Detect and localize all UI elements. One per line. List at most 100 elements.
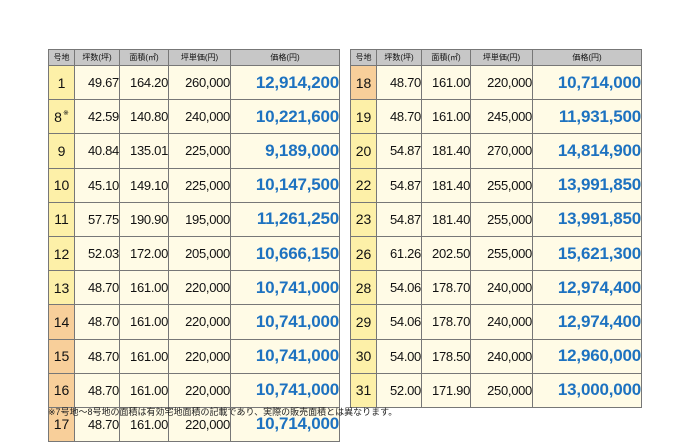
- price: 13,000,000: [532, 372, 642, 408]
- unit-price: 255,000: [470, 235, 533, 272]
- unit-price: 220,000: [168, 338, 231, 374]
- lot-number: 15: [48, 338, 75, 374]
- price: 10,666,150: [230, 235, 340, 272]
- area-m2: 190.90: [119, 201, 169, 237]
- lot-number: 31: [350, 372, 377, 408]
- unit-price: 255,000: [470, 201, 533, 237]
- price: 13,991,850: [532, 167, 642, 203]
- area-m2: 164.20: [119, 64, 169, 101]
- table-row: 22 54.87 181.40 255,000 13,991,850: [350, 167, 642, 203]
- price: 12,974,400: [532, 270, 642, 306]
- lot-number-text: 15: [53, 348, 70, 365]
- lot-number-text: 17: [53, 416, 70, 433]
- table-row: 16 48.70 161.00 220,000 10,741,000: [48, 372, 340, 408]
- header-area-tsubo: 坪数(坪): [376, 49, 422, 66]
- table-row: 10 45.10 149.10 225,000 10,147,500: [48, 167, 340, 203]
- lot-number: 8※: [48, 99, 75, 135]
- header-lot: 号地: [48, 49, 75, 66]
- lot-number-text: 18: [355, 74, 372, 91]
- lot-number-text: 14: [53, 313, 70, 330]
- area-m2: 161.00: [119, 338, 169, 374]
- header-price: 価格(円): [230, 49, 340, 66]
- area-tsubo: 45.10: [74, 167, 120, 203]
- lot-number: 19: [350, 99, 377, 135]
- lot-number-text: 22: [355, 177, 372, 194]
- price: 10,147,500: [230, 167, 340, 203]
- price: 11,931,500: [532, 99, 642, 135]
- lot-number-text: 9: [57, 142, 66, 159]
- area-m2: 178.70: [421, 304, 471, 340]
- footnote: ※7号地～8号地の面積は有効宅地面積の記載であり、実際の販売面積とは異なります。: [48, 407, 398, 417]
- lot-number: 29: [350, 304, 377, 340]
- unit-price: 205,000: [168, 235, 231, 272]
- lot-number: 16: [48, 372, 75, 408]
- area-m2: 202.50: [421, 235, 471, 272]
- table-header-row: 号地 坪数(坪) 面積(㎡) 坪単価(円) 価格(円): [350, 49, 642, 66]
- area-m2: 178.50: [421, 338, 471, 374]
- lot-number-text: 28: [355, 279, 372, 296]
- area-tsubo: 57.75: [74, 201, 120, 237]
- lot-number: 18: [350, 64, 377, 101]
- area-tsubo: 48.70: [74, 270, 120, 306]
- lot-number-text: 19: [355, 108, 372, 125]
- unit-price: 220,000: [470, 64, 533, 101]
- lot-number: 10: [48, 167, 75, 203]
- lot-number: 1: [48, 64, 75, 101]
- area-tsubo: 49.67: [74, 64, 120, 101]
- table-row: 20 54.87 181.40 270,000 14,814,900: [350, 133, 642, 169]
- area-m2: 135.01: [119, 133, 169, 169]
- lot-number: 26: [350, 235, 377, 272]
- lot-number-text: 31: [355, 382, 372, 399]
- unit-price: 240,000: [470, 270, 533, 306]
- unit-price: 220,000: [168, 270, 231, 306]
- unit-price: 220,000: [168, 372, 231, 408]
- price: 10,741,000: [230, 270, 340, 306]
- area-m2: 161.00: [421, 64, 471, 101]
- lot-number-text: 20: [355, 142, 372, 159]
- area-m2: 140.80: [119, 99, 169, 135]
- lot-number-text: 1: [57, 74, 66, 91]
- price: 10,714,000: [230, 406, 340, 442]
- area-tsubo: 52.03: [74, 235, 120, 272]
- area-m2: 181.40: [421, 167, 471, 203]
- area-tsubo: 40.84: [74, 133, 120, 169]
- area-m2: 161.00: [119, 372, 169, 408]
- table-row: 31 52.00 171.90 250,000 13,000,000: [350, 372, 642, 408]
- lot-number-text: 16: [53, 382, 70, 399]
- table-row: 23 54.87 181.40 255,000 13,991,850: [350, 201, 642, 237]
- lot-number-text: 10: [53, 177, 70, 194]
- area-tsubo: 54.00: [376, 338, 422, 374]
- price: 10,741,000: [230, 304, 340, 340]
- area-m2: 181.40: [421, 133, 471, 169]
- header-area-m2: 面積(㎡): [421, 49, 471, 66]
- lot-number-text: 26: [355, 245, 372, 262]
- lot-number-text: 11: [54, 211, 69, 228]
- price: 11,261,250: [230, 201, 340, 237]
- header-unit-price: 坪単価(円): [168, 49, 231, 66]
- lot-number: 9: [48, 133, 75, 169]
- lot-number: 28: [350, 270, 377, 306]
- area-m2: 161.00: [421, 99, 471, 135]
- table-header-row: 号地 坪数(坪) 面積(㎡) 坪単価(円) 価格(円): [48, 49, 340, 66]
- table-row: 9 40.84 135.01 225,000 9,189,000: [48, 133, 340, 169]
- price-table-right: 号地 坪数(坪) 面積(㎡) 坪単価(円) 価格(円) 18 48.70 161.0…: [350, 49, 642, 408]
- area-tsubo: 54.87: [376, 201, 422, 237]
- price: 10,714,000: [532, 64, 642, 101]
- table-row: 15 48.70 161.00 220,000 10,741,000: [48, 338, 340, 374]
- area-tsubo: 48.70: [74, 338, 120, 374]
- price: 10,741,000: [230, 372, 340, 408]
- unit-price: 240,000: [168, 99, 231, 135]
- unit-price: 270,000: [470, 133, 533, 169]
- lot-number-text: 12: [53, 245, 70, 262]
- lot-number: 12: [48, 235, 75, 272]
- price: 12,960,000: [532, 338, 642, 374]
- table-row: 29 54.06 178.70 240,000 12,974,400: [350, 304, 642, 340]
- price: 10,741,000: [230, 338, 340, 374]
- lot-number: 22: [350, 167, 377, 203]
- header-area-m2: 面積(㎡): [119, 49, 169, 66]
- header-unit-price: 坪単価(円): [470, 49, 533, 66]
- area-m2: 149.10: [119, 167, 169, 203]
- unit-price: 255,000: [470, 167, 533, 203]
- area-m2: 172.00: [119, 235, 169, 272]
- area-tsubo: 54.87: [376, 133, 422, 169]
